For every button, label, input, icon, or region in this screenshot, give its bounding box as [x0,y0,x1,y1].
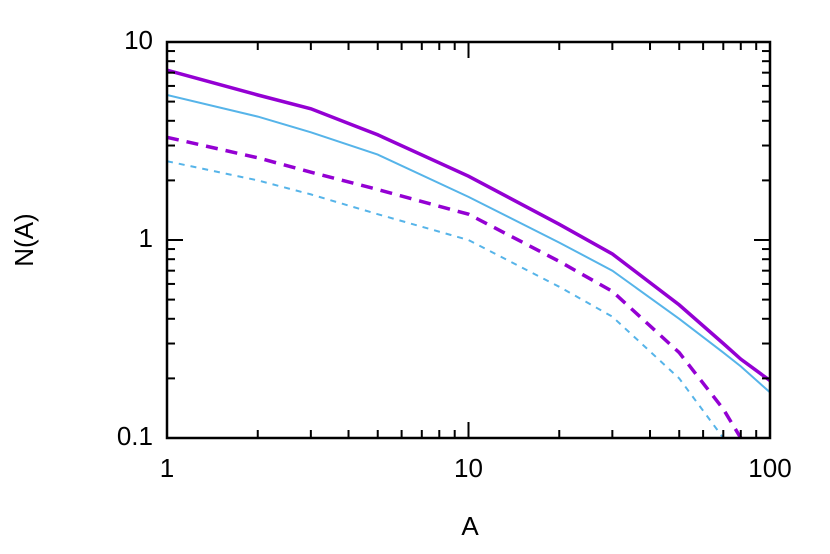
x-axis-label: A [461,511,479,541]
x-tick-label: 1 [160,453,174,483]
x-tick-label: 100 [748,453,791,483]
y-axis-label: N(A) [9,213,39,266]
x-tick-label: 10 [454,453,483,483]
series-line [167,135,743,438]
y-tick-label: 0.1 [117,421,153,451]
series-line [167,68,770,383]
series-line [167,160,725,438]
series-line [167,94,770,394]
y-tick-label: 10 [124,25,153,55]
y-tick-label: 1 [139,223,153,253]
